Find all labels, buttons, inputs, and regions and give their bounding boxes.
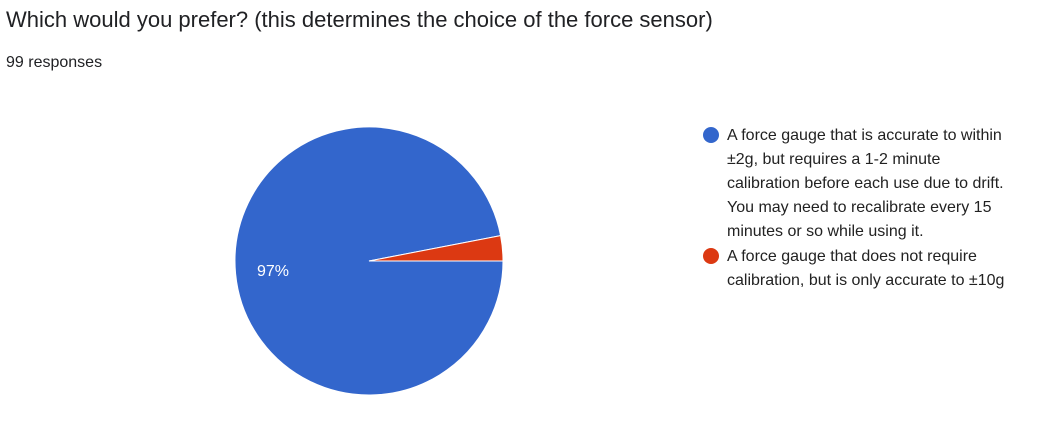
legend-line: calibration, but is only accurate to ±10… [727,272,1005,289]
legend-swatch-blue [703,127,719,143]
legend-item-no-calibration-gauge[interactable]: A force gauge that does not require cali… [703,245,1043,293]
chart-legend: A force gauge that is accurate to within… [703,124,1043,294]
legend-item-calibrated-gauge[interactable]: A force gauge that is accurate to within… [703,124,1043,244]
pie-slice-1[interactable] [368,235,504,262]
legend-swatch-red [703,248,719,264]
response-count: 99 responses [6,54,103,71]
legend-line: A force gauge that does not require [727,248,977,265]
chart-title: Which would you prefer? (this determines… [6,7,713,32]
legend-line: ±2g, but requires a 1-2 minute [727,151,941,168]
legend-line: minutes or so while using it. [727,223,924,240]
legend-line: A force gauge that is accurate to within [727,127,1002,144]
legend-label: A force gauge that does not require cali… [727,245,1004,293]
legend-line: calibration before each use due to drift… [727,175,1004,192]
pie-slice-label-0: 97% [257,263,289,280]
legend-label: A force gauge that is accurate to within… [727,124,1004,244]
legend-line: You may need to recalibrate every 15 [727,199,992,216]
